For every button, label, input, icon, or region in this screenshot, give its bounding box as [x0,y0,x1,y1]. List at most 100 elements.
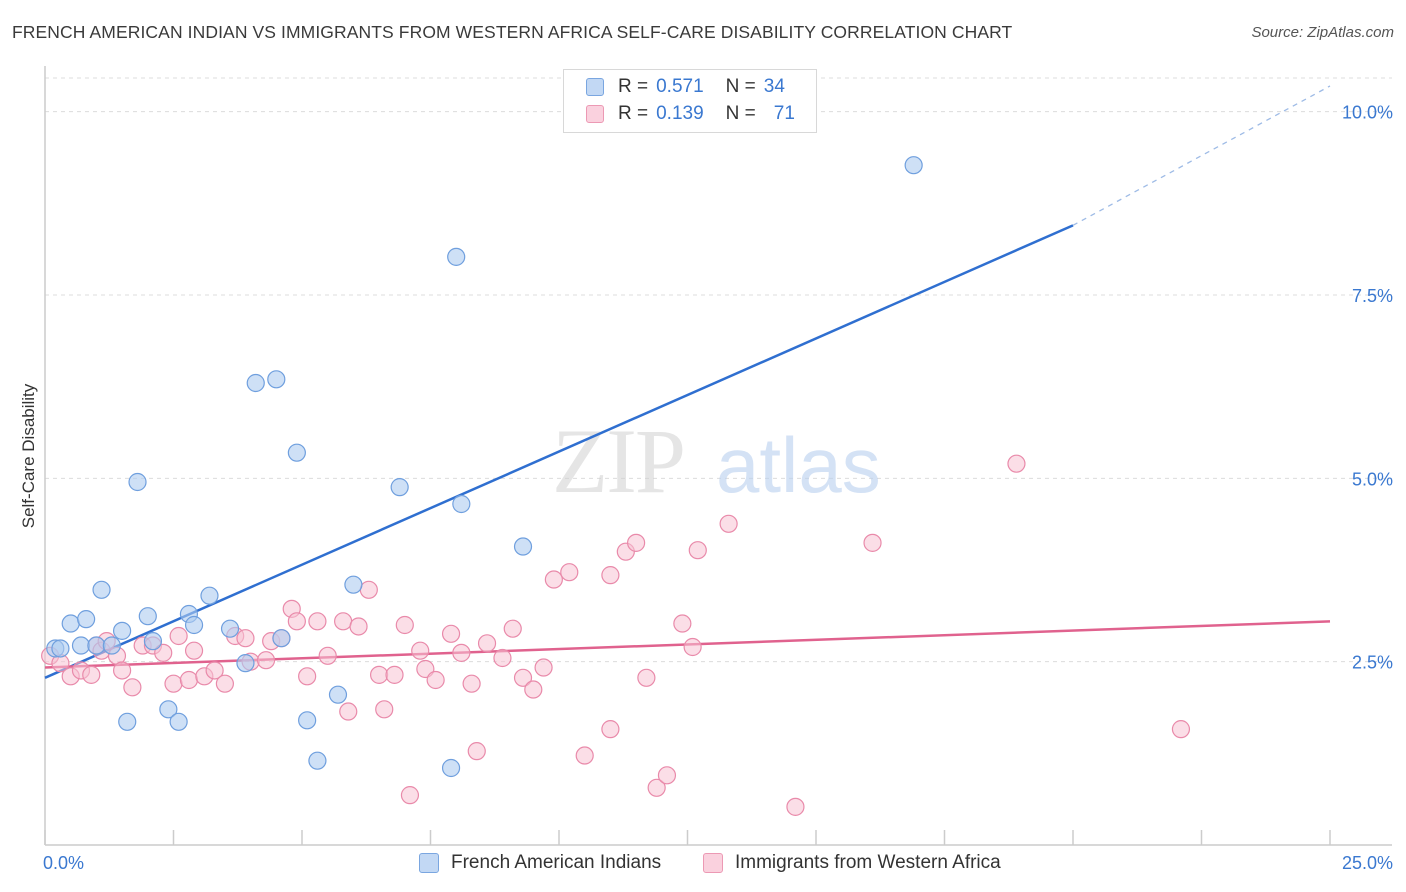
data-point-pink [215,674,234,693]
data-point-blue [452,494,471,514]
data-point-pink [308,612,327,631]
data-point-pink [1007,454,1026,473]
data-point-pink [349,617,368,636]
data-point-blue [513,537,533,556]
data-point-blue [441,758,461,778]
data-point-pink [601,566,620,585]
data-point-blue [308,751,327,770]
series-legend: French American Indians Immigrants from … [0,852,1406,876]
y-tick-label: 7.5% [1352,286,1393,306]
data-point-blue [118,712,137,731]
data-point-blue [77,610,96,629]
series-immigrants-western-africa [41,454,1191,816]
legend-n-label: N = [725,76,756,97]
data-point-pink [513,668,533,687]
legend-swatch-blue [419,853,439,873]
legend-label-blue: French American Indians [451,852,662,873]
y-axis-label: Self-Care Disability [19,383,38,528]
legend-r-value-pink: 0.139 [656,103,704,124]
data-point-pink [1171,720,1191,739]
data-point-pink [123,678,142,697]
legend-n-value-blue: 34 [763,76,785,97]
data-point-blue [220,619,240,638]
legend-n-label: N = [725,103,756,124]
data-point-blue [159,700,178,719]
data-point-pink [400,786,420,805]
data-point-blue [328,685,348,704]
data-point-pink [452,643,471,662]
data-point-pink [318,646,337,665]
data-point-blue [169,712,188,731]
data-point-blue [447,247,466,266]
data-point-blue [344,575,363,594]
data-point-pink [477,634,497,653]
legend-item-immigrants-western-africa: Immigrants from Western Africa [703,852,1001,874]
legend-row-blue: R = 0.571 N = 34 [586,75,785,99]
data-point-pink [169,626,188,646]
tick-labels: 2.5% 5.0% 7.5% 10.0% 0.0% 25.0% [43,103,1393,873]
data-point-blue [287,443,306,462]
trend-line-blue [44,224,1074,679]
data-point-pink [673,614,692,633]
data-point-pink [647,778,666,797]
correlation-legend: R = 0.571 N = 34 R = 0.139 N = 71 [563,69,817,133]
watermark-atlas: atlas [716,421,881,509]
data-point-pink [164,674,183,693]
data-point-pink [256,651,276,670]
data-point-pink [426,670,445,690]
data-point-blue [128,472,147,492]
data-point-pink [236,629,255,648]
data-point-pink [683,637,702,657]
legend-label-pink: Immigrants from Western Africa [735,852,1001,873]
data-point-pink [395,615,414,635]
source-label: Source: ZipAtlas.com [1251,24,1394,41]
data-point-pink [719,514,738,533]
data-point-blue [267,370,286,389]
legend-r-value-blue: 0.571 [656,76,704,97]
data-point-pink [411,641,430,660]
x-tick-label-min: 0.0% [43,853,84,873]
data-point-blue [246,373,265,393]
data-point-pink [657,766,677,785]
data-point-pink [462,674,481,693]
legend-r-label: R = [618,76,649,97]
data-point-pink [467,742,486,761]
watermark-zip: ZIP [552,410,684,512]
data-point-pink [112,661,132,680]
data-point-pink [534,658,553,677]
data-point-blue [71,636,91,655]
chart-title: FRENCH AMERICAN INDIAN VS IMMIGRANTS FRO… [12,22,1013,42]
data-point-pink [82,665,101,684]
data-point-pink [184,641,204,660]
data-point-blue [61,614,80,633]
data-point-pink [524,680,543,699]
data-point-blue [92,580,111,599]
gridlines [45,77,1392,663]
y-tick-label: 5.0% [1352,469,1393,489]
data-point-pink [375,700,394,719]
data-point-pink [601,720,620,739]
data-point-pink [287,612,306,631]
data-point-pink [637,668,656,687]
data-point-pink [503,619,522,638]
data-point-pink [560,563,579,582]
series-french-american-indians [46,156,923,778]
data-point-pink [385,665,404,684]
data-point-pink [154,643,173,662]
data-point-blue [184,615,204,635]
data-point-blue [200,586,219,605]
data-point-pink [339,702,358,721]
data-point-pink [626,533,646,552]
data-point-pink [688,541,707,560]
data-point-blue [904,156,923,175]
data-point-pink [179,670,199,690]
y-tick-label: 10.0% [1342,103,1393,123]
x-tick-label-max: 25.0% [1342,853,1393,873]
legend-swatch-pink [703,853,723,873]
trend-lines [44,85,1331,679]
data-point-pink [334,612,353,631]
legend-swatch-blue [586,78,604,96]
axes [44,66,1392,846]
data-point-blue [236,654,255,673]
